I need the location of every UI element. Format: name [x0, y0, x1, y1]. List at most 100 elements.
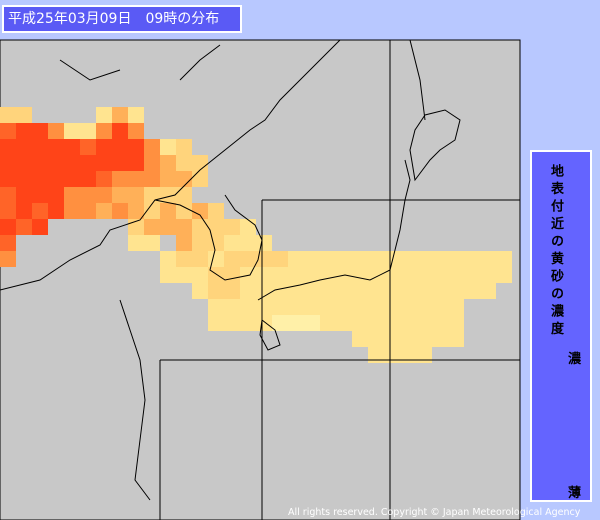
dust-cell — [160, 187, 176, 203]
dust-cells — [0, 107, 512, 363]
legend: 地表付近の黄砂の濃度 濃 薄 — [530, 150, 592, 502]
dust-cell — [176, 139, 192, 155]
dust-cell — [208, 235, 224, 251]
dust-cell — [304, 283, 320, 299]
dust-cell — [208, 251, 224, 267]
dust-cell — [448, 251, 464, 267]
dust-cell — [400, 299, 416, 315]
dust-cell — [416, 347, 432, 363]
dust-cell — [256, 283, 272, 299]
dust-cell — [128, 107, 144, 123]
dust-cell — [80, 187, 96, 203]
legend-high: 濃 — [568, 352, 582, 367]
dust-cell — [16, 171, 32, 187]
dust-cell — [208, 299, 224, 315]
dust-cell — [208, 315, 224, 331]
dust-cell — [112, 139, 128, 155]
dust-cell — [336, 315, 352, 331]
dust-cell — [128, 155, 144, 171]
dust-cell — [112, 123, 128, 139]
dust-cell — [0, 171, 16, 187]
dust-cell — [224, 219, 240, 235]
dust-cell — [256, 235, 272, 251]
dust-cell — [144, 171, 160, 187]
dust-cell — [288, 299, 304, 315]
dust-cell — [64, 203, 80, 219]
dust-cell — [16, 203, 32, 219]
dust-cell — [432, 299, 448, 315]
dust-cell — [384, 251, 400, 267]
dust-cell — [160, 139, 176, 155]
dust-cell — [80, 139, 96, 155]
dust-cell — [352, 331, 368, 347]
dust-cell — [16, 219, 32, 235]
dust-cell — [0, 155, 16, 171]
dust-cell — [432, 251, 448, 267]
dust-cell — [96, 155, 112, 171]
dust-cell — [368, 347, 384, 363]
legend-low: 薄 — [568, 486, 582, 501]
dust-cell — [80, 171, 96, 187]
dust-cell — [208, 203, 224, 219]
dust-cell — [32, 171, 48, 187]
dust-cell — [480, 283, 496, 299]
dust-cell — [448, 267, 464, 283]
dust-cell — [432, 267, 448, 283]
dust-cell — [96, 171, 112, 187]
dust-cell — [480, 267, 496, 283]
dust-cell — [416, 331, 432, 347]
dust-cell — [336, 283, 352, 299]
dust-cell — [176, 171, 192, 187]
dust-cell — [48, 155, 64, 171]
dust-cell — [400, 315, 416, 331]
dust-cell — [144, 219, 160, 235]
dust-cell — [400, 347, 416, 363]
dust-cell — [16, 123, 32, 139]
dust-cell — [128, 123, 144, 139]
dust-cell — [384, 331, 400, 347]
dust-cell — [96, 123, 112, 139]
dust-cell — [0, 251, 16, 267]
dust-cell — [112, 107, 128, 123]
legend-title: 地表付近の黄砂の濃度 — [548, 164, 563, 339]
dust-cell — [384, 267, 400, 283]
dust-cell — [48, 203, 64, 219]
dust-cell — [304, 267, 320, 283]
dust-cell — [192, 251, 208, 267]
dust-cell — [256, 267, 272, 283]
dust-cell — [496, 251, 512, 267]
dust-cell — [304, 251, 320, 267]
dust-cell — [208, 283, 224, 299]
dust-cell — [144, 139, 160, 155]
dust-cell — [176, 155, 192, 171]
dust-cell — [288, 267, 304, 283]
dust-cell — [192, 219, 208, 235]
dust-cell — [432, 315, 448, 331]
dust-cell — [128, 235, 144, 251]
dust-cell — [336, 251, 352, 267]
dust-cell — [320, 299, 336, 315]
dust-cell — [368, 267, 384, 283]
dust-cell — [240, 283, 256, 299]
grid-lines — [159, 40, 520, 520]
dust-cell — [416, 267, 432, 283]
dust-cell — [256, 299, 272, 315]
dust-cell — [400, 283, 416, 299]
dust-cell — [0, 219, 16, 235]
dust-cell — [320, 315, 336, 331]
dust-cell — [0, 203, 16, 219]
dust-cell — [272, 251, 288, 267]
dust-cell — [176, 203, 192, 219]
dust-cell — [208, 219, 224, 235]
dust-cell — [176, 251, 192, 267]
dust-cell — [96, 203, 112, 219]
dust-cell — [272, 283, 288, 299]
dust-cell — [288, 315, 304, 331]
dust-cell — [32, 123, 48, 139]
dust-cell — [144, 155, 160, 171]
title: 平成25年03月09日 09時の分布 — [2, 5, 242, 33]
dust-cell — [32, 203, 48, 219]
dust-cell — [96, 107, 112, 123]
dust-cell — [192, 267, 208, 283]
